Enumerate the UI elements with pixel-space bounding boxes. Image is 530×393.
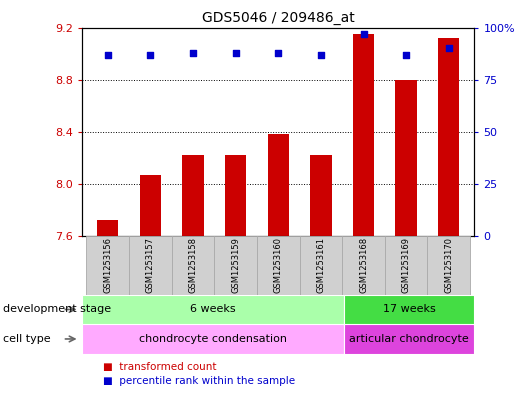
Text: 6 weeks: 6 weeks	[190, 305, 236, 314]
Text: GSM1253168: GSM1253168	[359, 237, 368, 293]
Bar	[385, 236, 428, 295]
Bar	[97, 220, 118, 236]
Text: cell type: cell type	[3, 334, 50, 344]
Bar	[438, 38, 460, 236]
Text: GSM1253160: GSM1253160	[274, 237, 282, 293]
Text: chondrocyte condensation: chondrocyte condensation	[139, 334, 287, 344]
Bar	[257, 236, 299, 295]
Bar	[82, 295, 343, 324]
Bar	[129, 236, 172, 295]
Point	[316, 51, 325, 58]
Bar	[86, 236, 129, 295]
Text: 17 weeks: 17 weeks	[383, 305, 435, 314]
Bar	[342, 236, 385, 295]
Bar	[172, 236, 214, 295]
Text: GSM1253159: GSM1253159	[231, 237, 240, 293]
Text: GSM1253170: GSM1253170	[444, 237, 453, 293]
Text: development stage: development stage	[3, 305, 111, 314]
Point	[189, 50, 197, 56]
Point	[232, 50, 240, 56]
Text: GSM1253157: GSM1253157	[146, 237, 155, 293]
Point	[445, 45, 453, 51]
Bar	[395, 79, 417, 236]
Text: GSM1253158: GSM1253158	[189, 237, 198, 293]
Title: GDS5046 / 209486_at: GDS5046 / 209486_at	[202, 11, 355, 25]
Bar	[214, 236, 257, 295]
Bar	[225, 155, 246, 236]
Bar	[82, 324, 343, 354]
Text: GSM1253161: GSM1253161	[316, 237, 325, 293]
Bar	[428, 236, 470, 295]
Text: ■  percentile rank within the sample: ■ percentile rank within the sample	[103, 376, 296, 386]
Text: GSM1253156: GSM1253156	[103, 237, 112, 293]
Text: articular chondrocyte: articular chondrocyte	[349, 334, 469, 344]
Bar	[343, 324, 474, 354]
Point	[146, 51, 155, 58]
Bar	[353, 34, 374, 236]
Bar	[310, 155, 332, 236]
Text: ■  transformed count: ■ transformed count	[103, 362, 217, 373]
Text: GSM1253169: GSM1253169	[402, 237, 411, 293]
Point	[359, 31, 368, 37]
Bar	[268, 134, 289, 236]
Bar	[343, 295, 474, 324]
Bar	[299, 236, 342, 295]
Bar	[182, 155, 204, 236]
Point	[274, 50, 282, 56]
Bar	[140, 174, 161, 236]
Point	[103, 51, 112, 58]
Point	[402, 51, 410, 58]
